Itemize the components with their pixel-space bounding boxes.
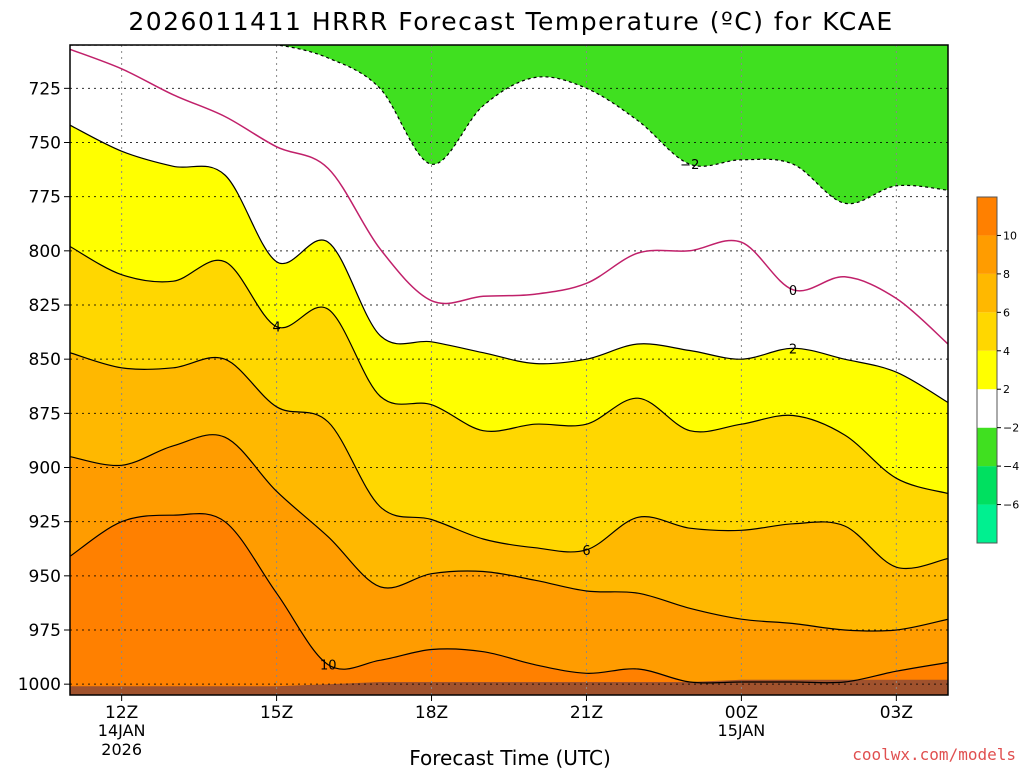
- colorbar-swatch-3: [977, 389, 997, 428]
- x-tick-label-15Z: 15Z: [260, 703, 293, 723]
- y-tick-label-900: 900: [29, 459, 61, 479]
- colorbar-label-8: 8: [1003, 268, 1010, 281]
- y-tick-label-800: 800: [29, 242, 61, 262]
- contour-8: [70, 434, 948, 632]
- temperature-bands: [70, 45, 948, 695]
- contour-6: [70, 352, 948, 570]
- x-tick-sublabel-00Z: 15JAN: [718, 721, 766, 740]
- plot-frame: [69, 44, 949, 696]
- contour-labels: −2 0 2 4 6 10: [272, 158, 797, 674]
- colorbar-label--2: −2: [1003, 422, 1019, 435]
- colorbar-label-4: 4: [1003, 345, 1010, 358]
- colorbar-label--4: −4: [1003, 460, 1019, 473]
- contour-2: [70, 124, 948, 404]
- colorbar-swatch-5: [977, 312, 997, 351]
- y-tick-label-975: 975: [29, 621, 61, 641]
- y-tick-label-850: 850: [29, 350, 61, 370]
- contour-4: [70, 245, 948, 495]
- contour-lines: [70, 45, 948, 684]
- y-tick-label-750: 750: [29, 134, 61, 154]
- contour-label-2: 2: [789, 342, 797, 357]
- y-axis: 725 750 775 800 825 850 875 900 925 950 975 1000: [18, 79, 70, 695]
- contour-label-4: 4: [272, 321, 280, 336]
- x-tick-label-00Z: 00Z: [725, 703, 758, 723]
- colorbar-swatch-8: [977, 197, 997, 236]
- x-tick-year-12Z: 2026: [101, 740, 142, 759]
- y-tick-label-775: 775: [29, 188, 61, 208]
- y-tick-label-925: 925: [29, 513, 61, 533]
- contour-0: [70, 48, 948, 345]
- x-tick-label-03Z: 03Z: [880, 703, 913, 723]
- colorbar-swatch-6: [977, 273, 997, 313]
- y-tick-label-825: 825: [29, 296, 61, 316]
- x-tick-label-21Z: 21Z: [570, 703, 603, 723]
- x-axis-label: Forecast Time (UTC): [409, 746, 611, 768]
- ground-surface: [70, 679, 948, 695]
- colorbar-swatch-1: [977, 466, 997, 505]
- credit-text: coolwx.com/models: [852, 745, 1016, 764]
- colorbar-label-6: 6: [1003, 306, 1010, 319]
- x-tick-label-12Z: 12Z: [105, 703, 138, 723]
- colorbar-label-10: 10: [1003, 229, 1017, 242]
- y-tick-label-950: 950: [29, 567, 61, 587]
- y-tick-label-875: 875: [29, 404, 61, 424]
- band-above--2: [70, 45, 948, 204]
- colorbar-swatch-2: [977, 427, 997, 467]
- contour-10: [70, 512, 948, 684]
- contour-label-6: 6: [582, 544, 590, 559]
- colorbar-frame: [976, 196, 998, 544]
- contour-label--2: −2: [680, 158, 699, 173]
- colorbar-swatch-7: [977, 235, 997, 274]
- colorbar-swatch-0: [977, 504, 997, 543]
- contour-label-0: 0: [789, 284, 797, 299]
- chart-title: 2026011411 HRRR Forecast Temperature (ºC…: [128, 7, 893, 36]
- contour-label-10: 10: [320, 659, 337, 674]
- x-tick-label-18Z: 18Z: [415, 703, 448, 723]
- y-tick-label-1000: 1000: [18, 675, 61, 695]
- colorbar-swatch-4: [977, 350, 997, 390]
- colorbar-label-2: 2: [1003, 383, 1010, 396]
- x-tick-sublabel-12Z: 14JAN: [98, 721, 146, 740]
- colorbar: 10 8 6 4 2 −2 −4 −6: [976, 196, 1019, 544]
- plot-area: −2 0 2 4 6 10 725 750 775 800 825 850 875 900 925 950 97…: [18, 44, 949, 759]
- y-tick-label-725: 725: [29, 79, 61, 99]
- colorbar-label--6: −6: [1003, 499, 1019, 512]
